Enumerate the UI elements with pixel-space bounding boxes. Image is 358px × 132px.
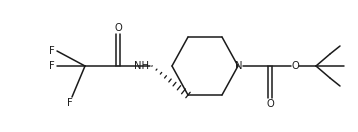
Text: F: F [49, 46, 55, 56]
Text: O: O [291, 61, 299, 71]
Text: N: N [235, 61, 243, 71]
Text: NH: NH [134, 61, 149, 71]
Text: F: F [67, 98, 73, 108]
Text: O: O [266, 99, 274, 109]
Text: F: F [49, 61, 55, 71]
Text: O: O [114, 23, 122, 33]
